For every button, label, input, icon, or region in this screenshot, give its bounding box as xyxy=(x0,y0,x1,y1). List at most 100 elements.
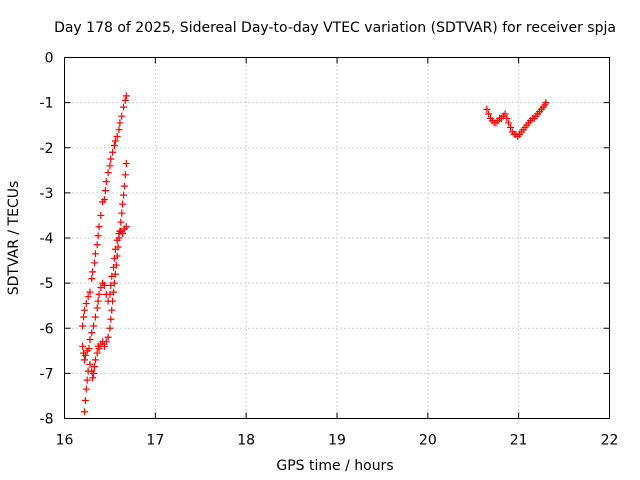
y-tick-label: 0 xyxy=(45,51,54,67)
data-point xyxy=(106,162,114,170)
data-point xyxy=(505,119,513,127)
data-point xyxy=(91,356,99,364)
data-point xyxy=(111,270,119,278)
data-point xyxy=(110,254,118,262)
data-point xyxy=(88,275,96,283)
data-point xyxy=(86,360,94,368)
data-point xyxy=(91,313,99,321)
data-point xyxy=(106,324,114,332)
data-point xyxy=(88,329,96,337)
data-point xyxy=(79,342,87,350)
data-point xyxy=(108,272,116,280)
data-point xyxy=(95,345,103,353)
x-tick-label: 22 xyxy=(601,433,619,449)
data-point xyxy=(79,322,87,330)
data-point xyxy=(104,333,112,341)
data-point xyxy=(120,182,128,190)
data-point xyxy=(100,281,108,289)
y-tick-label: -2 xyxy=(40,141,54,157)
y-tick-label: -8 xyxy=(40,412,54,428)
data-point xyxy=(102,338,110,346)
data-point xyxy=(501,110,509,118)
data-point xyxy=(113,132,121,140)
x-tick-label: 18 xyxy=(237,433,255,449)
y-tick-label: -7 xyxy=(40,366,54,382)
x-tick-label: 16 xyxy=(56,433,74,449)
data-point xyxy=(102,178,110,186)
x-tick-label: 17 xyxy=(146,433,164,449)
data-point xyxy=(109,148,117,156)
data-point xyxy=(95,223,103,231)
y-tick-labels: 0 -1 -2 -3 -4 -5 -6 -7 -8 xyxy=(40,51,54,428)
data-point xyxy=(121,96,129,104)
data-point xyxy=(104,297,112,305)
data-point xyxy=(90,369,98,377)
data-point xyxy=(115,126,123,134)
data-point xyxy=(107,155,115,163)
data-point xyxy=(110,141,118,149)
data-point xyxy=(122,92,130,100)
data-point xyxy=(104,169,112,177)
data-point xyxy=(106,290,114,298)
y-tick-label: -4 xyxy=(40,231,54,247)
data-point xyxy=(483,105,491,113)
x-tick-label: 20 xyxy=(419,433,437,449)
data-point xyxy=(91,250,99,258)
data-point xyxy=(485,110,493,118)
data-point xyxy=(85,345,93,353)
data-point xyxy=(542,99,550,107)
data-point xyxy=(118,112,126,120)
data-point xyxy=(80,313,88,321)
data-point xyxy=(90,363,98,371)
data-point xyxy=(122,160,130,168)
data-point xyxy=(80,356,88,364)
y-tick-label: -3 xyxy=(40,186,54,202)
data-points xyxy=(79,92,550,416)
data-point xyxy=(107,315,115,323)
data-point xyxy=(89,374,97,382)
data-point xyxy=(81,396,89,404)
data-point xyxy=(110,263,118,271)
data-point xyxy=(506,123,514,131)
data-point xyxy=(90,259,98,267)
data-point xyxy=(108,306,116,314)
data-point xyxy=(86,336,94,344)
data-point xyxy=(80,408,88,416)
x-tick-label: 21 xyxy=(510,433,528,449)
y-tick-label: -1 xyxy=(40,96,54,112)
data-point xyxy=(93,304,101,312)
data-point xyxy=(119,200,127,208)
x-axis-title: GPS time / hours xyxy=(276,458,393,474)
data-point xyxy=(118,209,126,217)
data-point xyxy=(110,279,118,287)
data-point xyxy=(90,322,98,330)
data-point xyxy=(94,232,102,240)
data-point xyxy=(89,268,97,276)
data-point xyxy=(120,103,128,111)
y-tick-label: -6 xyxy=(40,321,54,337)
data-point xyxy=(97,211,105,219)
x-tick-label: 19 xyxy=(328,433,346,449)
y-axis-title: SDTVAR / TECUs xyxy=(6,181,22,296)
data-point xyxy=(503,114,511,122)
data-point xyxy=(93,349,101,357)
x-tick-labels: 16 17 18 19 20 21 22 xyxy=(56,433,619,449)
data-point xyxy=(116,119,124,127)
data-point xyxy=(111,137,119,145)
data-point xyxy=(86,288,94,296)
chart-title: Day 178 of 2025, Sidereal Day-to-day VTE… xyxy=(54,20,616,36)
data-point xyxy=(81,351,89,359)
data-point xyxy=(120,191,128,199)
data-point xyxy=(93,241,101,249)
data-point xyxy=(83,376,91,384)
data-point xyxy=(121,171,129,179)
data-point xyxy=(94,297,102,305)
data-point xyxy=(101,187,109,195)
data-point xyxy=(80,306,88,314)
data-point xyxy=(117,218,125,226)
data-point xyxy=(119,229,127,237)
data-point xyxy=(107,281,115,289)
data-point xyxy=(113,236,121,244)
data-point xyxy=(111,245,119,253)
